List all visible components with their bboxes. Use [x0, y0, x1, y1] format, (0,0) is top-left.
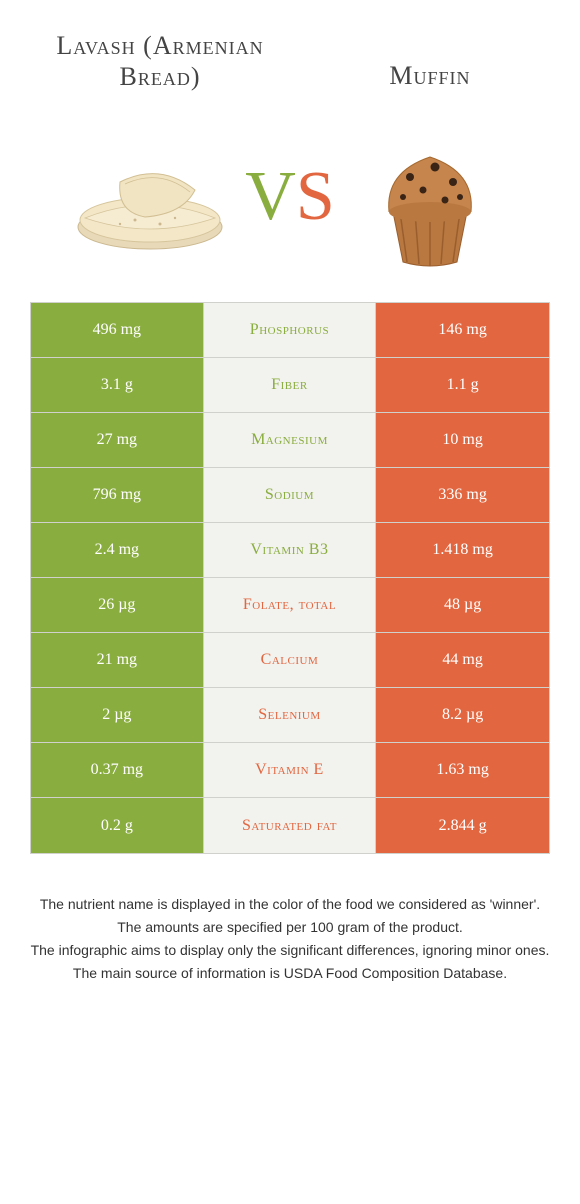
right-value: 336 mg — [376, 468, 549, 522]
nutrient-table: 496 mgPhosphorus146 mg3.1 gFiber1.1 g27 … — [30, 302, 550, 854]
table-row: 0.2 gSaturated fat2.844 g — [31, 798, 549, 853]
table-row: 496 mgPhosphorus146 mg — [31, 303, 549, 358]
right-value: 1.418 mg — [376, 523, 549, 577]
header: Lavash (Armenian Bread) Muffin — [0, 0, 580, 102]
nutrient-name: Folate, total — [204, 578, 377, 632]
left-value: 21 mg — [31, 633, 204, 687]
table-row: 0.37 mgVitamin E1.63 mg — [31, 743, 549, 798]
nutrient-name: Vitamin B3 — [204, 523, 377, 577]
right-food-title: Muffin — [300, 30, 560, 91]
left-value: 2.4 mg — [31, 523, 204, 577]
nutrient-name: Selenium — [204, 688, 377, 742]
right-value: 1.63 mg — [376, 743, 549, 797]
table-row: 21 mgCalcium44 mg — [31, 633, 549, 688]
left-value: 3.1 g — [31, 358, 204, 412]
right-value: 1.1 g — [376, 358, 549, 412]
nutrient-name: Sodium — [204, 468, 377, 522]
images-row: VS — [0, 102, 580, 302]
right-value: 8.2 µg — [376, 688, 549, 742]
left-value: 496 mg — [31, 303, 204, 357]
left-value: 26 µg — [31, 578, 204, 632]
nutrient-name: Magnesium — [204, 413, 377, 467]
right-value: 2.844 g — [376, 798, 549, 853]
nutrient-name: Fiber — [204, 358, 377, 412]
footnote-line: The amounts are specified per 100 gram o… — [30, 917, 550, 938]
nutrient-name: Phosphorus — [204, 303, 377, 357]
left-value: 0.37 mg — [31, 743, 204, 797]
left-value: 796 mg — [31, 468, 204, 522]
vs-v: V — [245, 162, 296, 232]
right-value: 48 µg — [376, 578, 549, 632]
left-value: 2 µg — [31, 688, 204, 742]
table-row: 796 mgSodium336 mg — [31, 468, 549, 523]
left-value: 27 mg — [31, 413, 204, 467]
left-value: 0.2 g — [31, 798, 204, 853]
right-food-image — [345, 122, 515, 272]
nutrient-name: Calcium — [204, 633, 377, 687]
right-value: 44 mg — [376, 633, 549, 687]
left-food-image — [65, 122, 235, 272]
table-row: 26 µgFolate, total48 µg — [31, 578, 549, 633]
footnote-line: The main source of information is USDA F… — [30, 963, 550, 984]
vs-label: VS — [245, 162, 335, 232]
table-row: 2 µgSelenium8.2 µg — [31, 688, 549, 743]
nutrient-name: Saturated fat — [204, 798, 377, 853]
footnote-line: The infographic aims to display only the… — [30, 940, 550, 961]
left-food-title: Lavash (Armenian Bread) — [20, 30, 300, 92]
footnote-line: The nutrient name is displayed in the co… — [30, 894, 550, 915]
table-row: 27 mgMagnesium10 mg — [31, 413, 549, 468]
right-value: 10 mg — [376, 413, 549, 467]
table-row: 2.4 mgVitamin B31.418 mg — [31, 523, 549, 578]
footnotes: The nutrient name is displayed in the co… — [0, 854, 580, 984]
vs-s: S — [296, 162, 335, 232]
table-row: 3.1 gFiber1.1 g — [31, 358, 549, 413]
nutrient-name: Vitamin E — [204, 743, 377, 797]
right-value: 146 mg — [376, 303, 549, 357]
